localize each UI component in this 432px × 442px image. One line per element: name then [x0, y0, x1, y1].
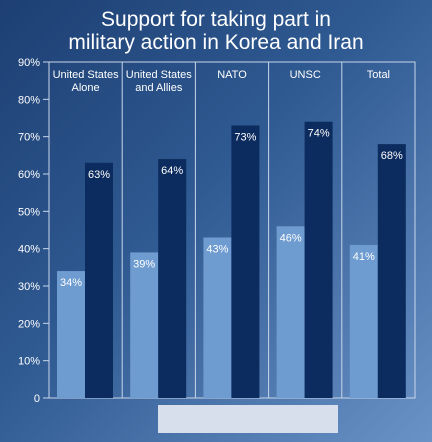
bar-united-states	[231, 125, 260, 398]
data-label: 63%	[88, 169, 110, 181]
y-tick-label: 80%	[18, 94, 40, 106]
data-label: 46%	[280, 232, 302, 244]
data-label: 64%	[161, 165, 183, 177]
data-label: 34%	[60, 277, 82, 289]
data-label: 74%	[308, 128, 330, 140]
y-tick-label: 10%	[18, 356, 40, 368]
data-label: 68%	[381, 150, 403, 162]
category-label: NATO	[217, 69, 247, 81]
bar-europe	[130, 252, 159, 398]
chart-title: Support for taking part in military acti…	[0, 8, 432, 54]
y-tick-label: 90%	[18, 57, 40, 69]
category-label: Alone	[72, 82, 100, 94]
bar-united-states	[304, 121, 333, 398]
data-label: 41%	[353, 251, 375, 263]
y-tick-label: 50%	[18, 206, 40, 218]
bar-europe	[57, 271, 85, 398]
bar-europe	[276, 226, 305, 398]
bar-united-states	[85, 162, 113, 398]
chart-title-line-2: military action in Korea and Iran	[68, 31, 364, 54]
category-label: and Allies	[135, 82, 183, 94]
y-tick-label: 30%	[18, 281, 40, 293]
y-tick-label: 60%	[18, 169, 40, 181]
y-tick-label: 40%	[18, 244, 40, 256]
data-label: 73%	[234, 131, 256, 143]
data-label: 43%	[206, 243, 228, 255]
data-label: 39%	[133, 258, 155, 270]
category-label: Total	[367, 69, 390, 81]
category-label: UNSC	[290, 69, 321, 81]
category-label: United States	[53, 69, 120, 81]
y-tick-label: 70%	[18, 132, 40, 144]
chart-title-line-1: Support for taking part in	[101, 8, 331, 31]
bar-europe	[349, 244, 378, 398]
y-tick-label: 20%	[18, 318, 40, 330]
bar-united-states	[158, 159, 187, 398]
bar-united-states	[377, 144, 406, 398]
y-tick-label: 0	[34, 393, 40, 405]
bar-europe	[203, 237, 232, 398]
legend	[158, 405, 338, 433]
category-label: United States	[126, 69, 193, 81]
